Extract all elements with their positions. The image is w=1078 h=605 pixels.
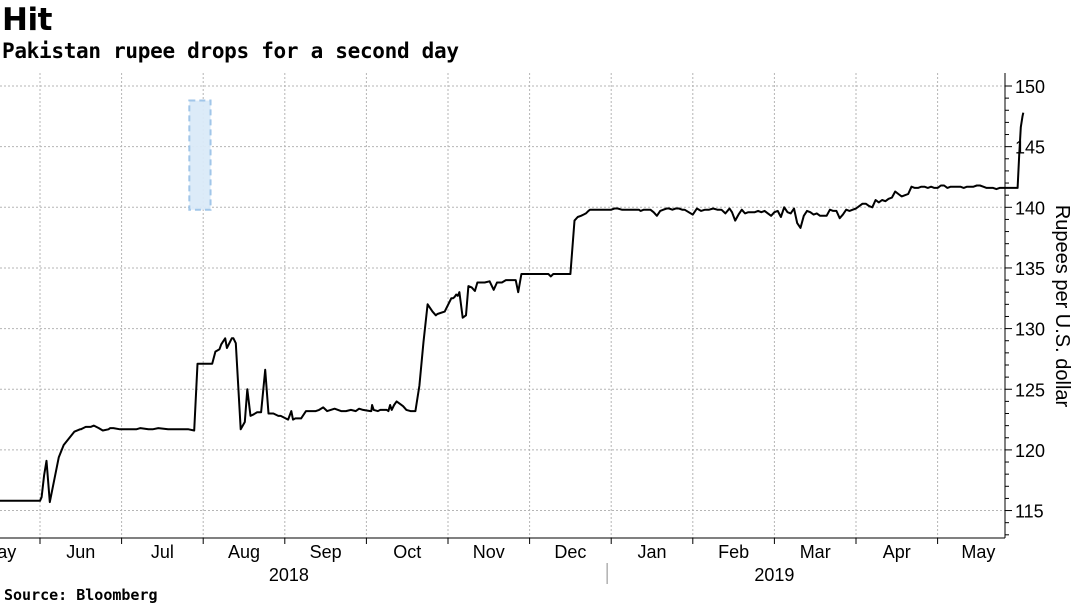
y-tick-label-135: 135 — [1015, 259, 1045, 279]
highlight-box — [188, 99, 212, 211]
y-tick-label-130: 130 — [1015, 320, 1045, 340]
line-layer — [0, 112, 1025, 504]
x-tick-label-nov: Nov — [473, 542, 505, 562]
x-tick-label-feb: Feb — [718, 542, 749, 562]
x-tick-label-jan: Jan — [637, 542, 666, 562]
axes — [0, 73, 1012, 584]
y-tick-label-145: 145 — [1015, 138, 1045, 158]
x-tick-label-jul: Jul — [151, 542, 174, 562]
x-tick-label-sep: Sep — [310, 542, 342, 562]
x-tick-label-mar: Mar — [800, 542, 831, 562]
chart-title: Hit — [2, 2, 52, 38]
x-tick-label-jun: Jun — [66, 542, 95, 562]
x-tick-label-may: May — [961, 542, 995, 562]
tick-labels: 115 120 125 130 135 140 145 150 May Jun Jul Aug Sep O… — [0, 77, 1045, 585]
y-tick-label-120: 120 — [1015, 441, 1045, 461]
x-tick-label-dec: Dec — [554, 542, 586, 562]
chart-subtitle: Pakistan rupee drops for a second day — [2, 39, 459, 63]
x-year-label-2019: 2019 — [754, 565, 794, 585]
y-axis-label: Rupees per U.S. dollar — [1051, 205, 1073, 408]
y-tick-label-140: 140 — [1015, 198, 1045, 218]
y-tick-label-150: 150 — [1015, 77, 1045, 97]
y-tick-label-115: 115 — [1015, 502, 1044, 522]
x-tick-label-oct: Oct — [393, 542, 421, 562]
highlight-layer — [188, 99, 212, 211]
source-note: Source: Bloomberg — [4, 586, 158, 604]
gridlines — [0, 73, 1005, 538]
x-tick-label-apr: Apr — [883, 542, 911, 562]
x-year-label-2018: 2018 — [269, 565, 309, 585]
y-tick-label-125: 125 — [1015, 380, 1045, 400]
series-line-usdpkr — [0, 112, 1025, 504]
x-tick-label-may: May — [0, 542, 16, 562]
x-tick-label-aug: Aug — [228, 542, 260, 562]
